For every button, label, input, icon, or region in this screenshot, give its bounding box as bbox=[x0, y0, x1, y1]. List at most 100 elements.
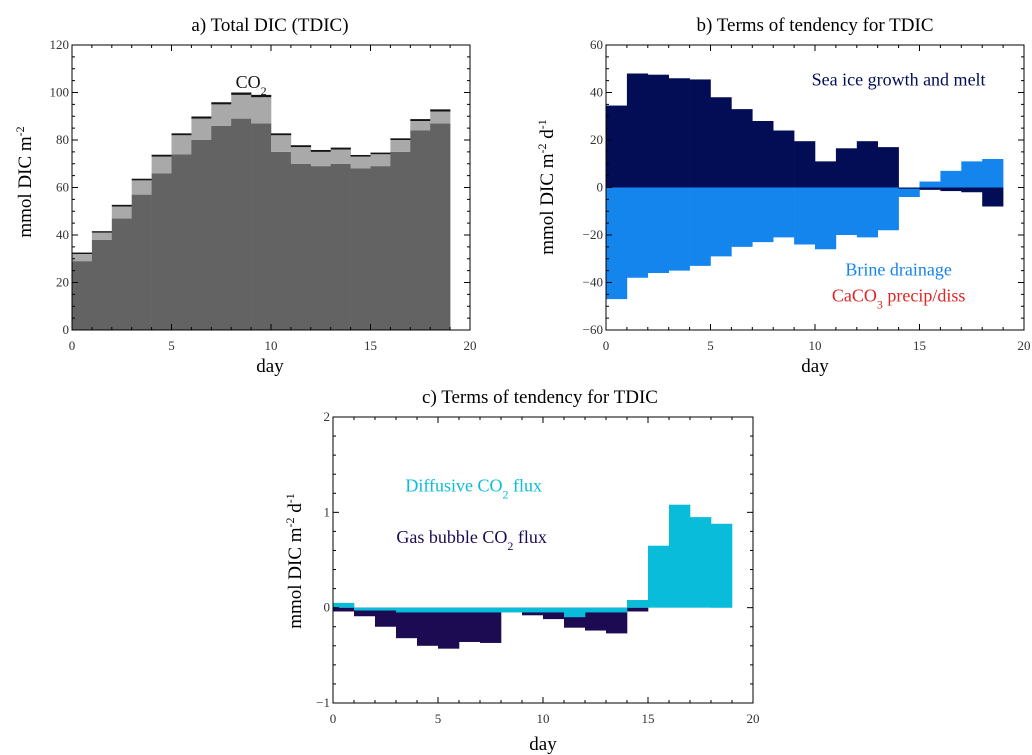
bar-co3 bbox=[290, 147, 312, 164]
x-tick-label: 10 bbox=[809, 338, 822, 353]
bar-hco3 bbox=[191, 140, 212, 330]
x-tick-label: 10 bbox=[537, 711, 550, 726]
bars-b bbox=[606, 73, 1004, 300]
x-tick-label: 20 bbox=[464, 338, 477, 353]
y-tick-label: −1 bbox=[316, 695, 330, 710]
annotation-sea-ice-growth-and-melt: Sea ice growth and melt bbox=[812, 69, 986, 89]
bar-brine bbox=[606, 187, 628, 300]
annotation-co2: CO2 bbox=[236, 72, 267, 98]
bar-growth_melt bbox=[794, 141, 816, 188]
bar-brine bbox=[815, 187, 837, 250]
panel-a-total-dic: a) Total DIC (TDIC) day mmol DIC m-2 0 5 1… bbox=[13, 15, 477, 377]
bar-brine bbox=[668, 187, 690, 271]
bar-brine bbox=[689, 187, 711, 266]
bar-growth_melt bbox=[898, 187, 920, 189]
bar-co2 bbox=[231, 92, 252, 95]
bar-co3 bbox=[410, 121, 431, 131]
bar-hco3 bbox=[211, 125, 232, 330]
bar-bubble bbox=[480, 607, 502, 643]
bar-co3 bbox=[350, 156, 371, 169]
y-tick-label: 0 bbox=[597, 180, 604, 195]
bar-co2 bbox=[430, 109, 451, 112]
bar-growth_melt bbox=[919, 187, 941, 190]
panel-a-xlabel: day bbox=[256, 356, 284, 377]
x-tick-label: 5 bbox=[707, 338, 714, 353]
bar-brine bbox=[919, 181, 941, 188]
bar-co2 bbox=[410, 119, 431, 121]
bar-growth_melt bbox=[856, 141, 878, 188]
bar-co3 bbox=[370, 154, 391, 167]
bar-co3 bbox=[310, 151, 331, 167]
bar-brine bbox=[794, 187, 816, 245]
bar-co2 bbox=[370, 152, 391, 155]
bar-diffusive bbox=[564, 607, 586, 618]
bar-hco3 bbox=[330, 163, 351, 330]
bar-co2 bbox=[131, 178, 152, 181]
bar-growth_melt bbox=[877, 147, 899, 188]
bar-hco3 bbox=[410, 130, 431, 330]
bar-hco3 bbox=[131, 194, 152, 330]
y-tick-label: 40 bbox=[56, 227, 69, 242]
x-tick-label: 20 bbox=[1018, 338, 1031, 353]
bar-bubble bbox=[354, 607, 376, 617]
bar-growth_melt bbox=[773, 130, 795, 188]
bar-growth_melt bbox=[752, 121, 774, 188]
bar-hco3 bbox=[271, 151, 292, 330]
bar-diffusive bbox=[648, 545, 670, 608]
bar-brine bbox=[773, 187, 795, 238]
x-tick-label: 0 bbox=[69, 338, 76, 353]
panel-a-ylabel: mmol DIC m-2 bbox=[13, 126, 36, 237]
bar-bubble bbox=[627, 607, 649, 612]
bar-co3 bbox=[91, 232, 113, 240]
bar-diffusive bbox=[333, 602, 355, 608]
y-tick-label: 2 bbox=[324, 409, 331, 424]
y-tick-label: −60 bbox=[583, 322, 603, 337]
panel-c-tendency: c) Terms of tendency for TDIC day mmol D… bbox=[283, 387, 760, 755]
bar-hco3 bbox=[72, 261, 93, 330]
bar-brine bbox=[982, 159, 1004, 188]
bar-co2 bbox=[271, 133, 292, 136]
bar-co3 bbox=[191, 118, 212, 140]
bar-hco3 bbox=[430, 123, 451, 330]
panel-b-tendency: b) Terms of tendency for TDIC day mmol D… bbox=[535, 15, 1031, 377]
bar-brine bbox=[626, 187, 649, 278]
y-tick-label: 120 bbox=[50, 37, 70, 52]
bars-c bbox=[333, 504, 733, 649]
bar-bubble bbox=[396, 607, 418, 639]
panel-c-xlabel: day bbox=[529, 734, 557, 755]
bar-growth_melt bbox=[731, 109, 753, 188]
y-tick-label: 20 bbox=[56, 275, 69, 290]
bar-hco3 bbox=[151, 173, 172, 330]
panel-b-title: b) Terms of tendency for TDIC bbox=[697, 15, 934, 36]
panel-a-title: a) Total DIC (TDIC) bbox=[191, 15, 348, 36]
bar-diffusive bbox=[606, 607, 628, 613]
bar-hco3 bbox=[370, 166, 391, 330]
y-tick-label: 40 bbox=[590, 85, 603, 100]
bar-growth_melt bbox=[710, 97, 732, 188]
y-tick-label: 20 bbox=[590, 132, 603, 147]
bar-brine bbox=[731, 187, 753, 247]
panel-c-title: c) Terms of tendency for TDIC bbox=[422, 387, 658, 408]
bar-co2 bbox=[151, 154, 172, 157]
y-tick-label: 0 bbox=[63, 322, 70, 337]
y-tick-label: 1 bbox=[324, 504, 331, 519]
bar-diffusive bbox=[438, 607, 460, 613]
x-tick-label: 5 bbox=[168, 338, 175, 353]
bar-diffusive bbox=[501, 607, 523, 613]
bar-bubble bbox=[438, 607, 460, 649]
bar-co3 bbox=[390, 140, 411, 152]
bar-diffusive bbox=[459, 607, 481, 613]
bar-co2 bbox=[72, 252, 93, 254]
bar-co2 bbox=[91, 231, 113, 233]
y-tick-label: −40 bbox=[583, 275, 603, 290]
bar-co3 bbox=[251, 97, 272, 124]
bar-brine bbox=[710, 187, 732, 257]
x-tick-label: 15 bbox=[913, 338, 926, 353]
x-tick-label: 10 bbox=[265, 338, 278, 353]
y-tick-label: 60 bbox=[56, 180, 69, 195]
panel-b-xlabel: day bbox=[801, 356, 829, 377]
bar-diffusive bbox=[627, 600, 649, 608]
bar-hco3 bbox=[310, 166, 331, 330]
bar-growth_melt bbox=[689, 79, 711, 188]
y-tick-label: 80 bbox=[56, 132, 69, 147]
